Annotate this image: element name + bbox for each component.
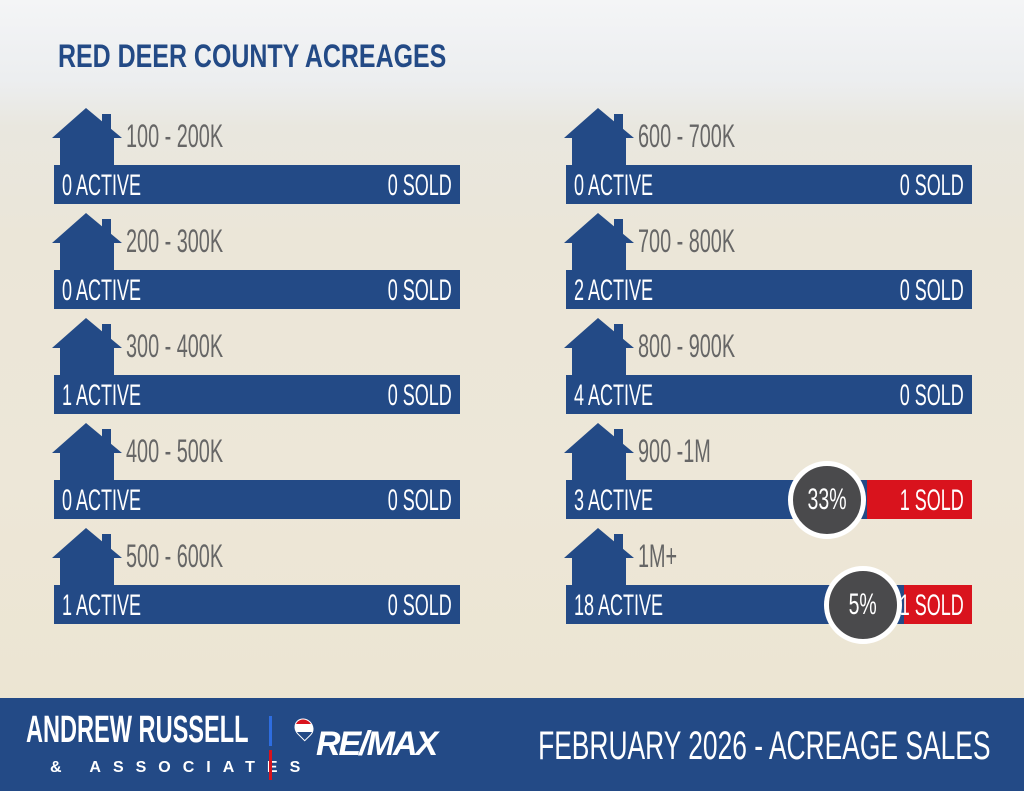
active-count: 3 ACTIVE <box>574 484 654 517</box>
sold-count: 0 SOLD <box>387 589 452 622</box>
active-count: 0 ACTIVE <box>574 169 654 202</box>
price-range-label: 300 - 400K <box>126 328 224 364</box>
price-range-label: 500 - 600K <box>126 538 224 574</box>
listing-bar: 1 ACTIVE 0 SOLD <box>54 585 460 624</box>
house-icon <box>52 528 122 586</box>
house-icon <box>564 108 634 166</box>
sold-segment <box>904 585 972 624</box>
sold-count: 0 SOLD <box>387 169 452 202</box>
price-range-label: 600 - 700K <box>638 118 736 154</box>
price-range-row: 100 - 200K 0 ACTIVE 0 SOLD <box>52 108 460 208</box>
house-icon <box>52 318 122 376</box>
sold-count: 0 SOLD <box>387 379 452 412</box>
price-range-row: 600 - 700K 0 ACTIVE 0 SOLD <box>564 108 972 208</box>
sold-count: 0 SOLD <box>899 274 964 307</box>
page-title: RED DEER COUNTY ACREAGES <box>58 38 447 74</box>
price-range-row: 1M+ 5% 18 ACTIVE 1 SOLD <box>564 528 972 644</box>
footer-title: FEBRUARY 2026 - ACREAGE SALES <box>537 724 990 768</box>
active-count: 1 ACTIVE <box>62 589 142 622</box>
active-count: 0 ACTIVE <box>62 169 142 202</box>
house-icon <box>564 213 634 271</box>
house-icon <box>52 423 122 481</box>
listing-bar: 5% 18 ACTIVE 1 SOLD <box>566 566 972 644</box>
listing-bar: 0 ACTIVE 0 SOLD <box>54 270 460 309</box>
price-range-row: 700 - 800K 2 ACTIVE 0 SOLD <box>564 213 972 313</box>
price-range-label: 700 - 800K <box>638 223 736 259</box>
sold-segment <box>867 480 972 519</box>
price-range-row: 200 - 300K 0 ACTIVE 0 SOLD <box>52 213 460 313</box>
sold-count: 0 SOLD <box>387 274 452 307</box>
sold-count: 0 SOLD <box>899 379 964 412</box>
price-range-label: 400 - 500K <box>126 433 224 469</box>
house-icon <box>564 318 634 376</box>
sold-percent-badge: 5% <box>824 566 902 644</box>
remax-logo: RE/MAX <box>316 725 438 763</box>
price-range-row: 500 - 600K 1 ACTIVE 0 SOLD <box>52 528 460 628</box>
price-range-label: 1M+ <box>638 538 678 574</box>
price-range-row: 400 - 500K 0 ACTIVE 0 SOLD <box>52 423 460 523</box>
active-count: 4 ACTIVE <box>574 379 654 412</box>
brand-subtitle: & ASSOCIATES <box>50 759 313 776</box>
sold-percent-badge: 33% <box>788 461 866 539</box>
listing-bar: 4 ACTIVE 0 SOLD <box>566 375 972 414</box>
house-icon <box>564 528 634 586</box>
listing-bar: 0 ACTIVE 0 SOLD <box>566 165 972 204</box>
listing-bar: 0 ACTIVE 0 SOLD <box>54 165 460 204</box>
footer: ANDREW RUSSELL & ASSOCIATES RE/MAX FEBRU… <box>0 698 1024 791</box>
active-count: 2 ACTIVE <box>574 274 654 307</box>
price-range-label: 800 - 900K <box>638 328 736 364</box>
listing-bar: 2 ACTIVE 0 SOLD <box>566 270 972 309</box>
price-range-row: 300 - 400K 1 ACTIVE 0 SOLD <box>52 318 460 418</box>
listing-bar: 33% 3 ACTIVE 1 SOLD <box>566 461 972 539</box>
active-count: 0 ACTIVE <box>62 484 142 517</box>
house-icon <box>564 423 634 481</box>
house-icon <box>52 213 122 271</box>
price-range-label: 100 - 200K <box>126 118 224 154</box>
brand-name: ANDREW RUSSELL <box>26 709 249 751</box>
house-icon <box>52 108 122 166</box>
sold-count: 0 SOLD <box>387 484 452 517</box>
listing-bar: 0 ACTIVE 0 SOLD <box>54 480 460 519</box>
divider <box>269 750 272 780</box>
price-range-label: 900 -1M <box>638 433 711 469</box>
active-count: 0 ACTIVE <box>62 274 142 307</box>
sold-count: 0 SOLD <box>899 169 964 202</box>
active-count: 1 ACTIVE <box>62 379 142 412</box>
divider <box>269 716 272 746</box>
price-range-row: 900 -1M 33% 3 ACTIVE 1 SOLD <box>564 423 972 539</box>
listing-bar: 1 ACTIVE 0 SOLD <box>54 375 460 414</box>
price-range-row: 800 - 900K 4 ACTIVE 0 SOLD <box>564 318 972 418</box>
sold-count: 1 SOLD <box>899 484 964 517</box>
sold-count: 1 SOLD <box>899 589 964 622</box>
price-range-label: 200 - 300K <box>126 223 224 259</box>
remax-balloon-icon <box>290 714 318 742</box>
active-count: 18 ACTIVE <box>574 589 664 622</box>
